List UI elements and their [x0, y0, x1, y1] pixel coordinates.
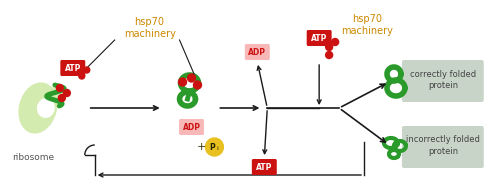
- Circle shape: [79, 73, 85, 79]
- Text: correctly folded: correctly folded: [410, 70, 476, 79]
- FancyBboxPatch shape: [245, 44, 270, 60]
- Text: ADP: ADP: [182, 123, 200, 132]
- Circle shape: [194, 81, 201, 89]
- FancyBboxPatch shape: [402, 126, 484, 168]
- Text: protein: protein: [428, 146, 458, 155]
- FancyBboxPatch shape: [252, 159, 277, 175]
- Text: +: +: [197, 142, 206, 152]
- FancyBboxPatch shape: [179, 119, 204, 135]
- Circle shape: [188, 74, 196, 82]
- Text: ADP: ADP: [248, 48, 267, 57]
- Circle shape: [332, 39, 339, 45]
- Circle shape: [326, 52, 333, 58]
- Ellipse shape: [37, 98, 55, 118]
- FancyBboxPatch shape: [402, 60, 484, 102]
- FancyBboxPatch shape: [307, 30, 332, 46]
- Text: ribosome: ribosome: [12, 154, 54, 163]
- Text: P: P: [210, 142, 215, 151]
- Circle shape: [84, 67, 90, 73]
- Text: hsp70
machinery: hsp70 machinery: [123, 17, 175, 39]
- Text: ATP: ATP: [65, 64, 81, 73]
- Circle shape: [178, 78, 187, 86]
- Ellipse shape: [19, 82, 57, 134]
- FancyBboxPatch shape: [60, 60, 85, 76]
- Text: ATP: ATP: [311, 34, 327, 43]
- Circle shape: [56, 84, 63, 91]
- Text: ATP: ATP: [256, 163, 272, 172]
- Circle shape: [58, 95, 65, 101]
- Ellipse shape: [37, 86, 59, 104]
- Text: protein: protein: [428, 80, 458, 90]
- Text: incorrectly folded: incorrectly folded: [406, 135, 480, 145]
- Circle shape: [326, 44, 333, 50]
- Circle shape: [63, 90, 70, 96]
- Text: i: i: [216, 146, 218, 151]
- Circle shape: [205, 138, 223, 156]
- Text: hsp70
machinery: hsp70 machinery: [341, 14, 393, 36]
